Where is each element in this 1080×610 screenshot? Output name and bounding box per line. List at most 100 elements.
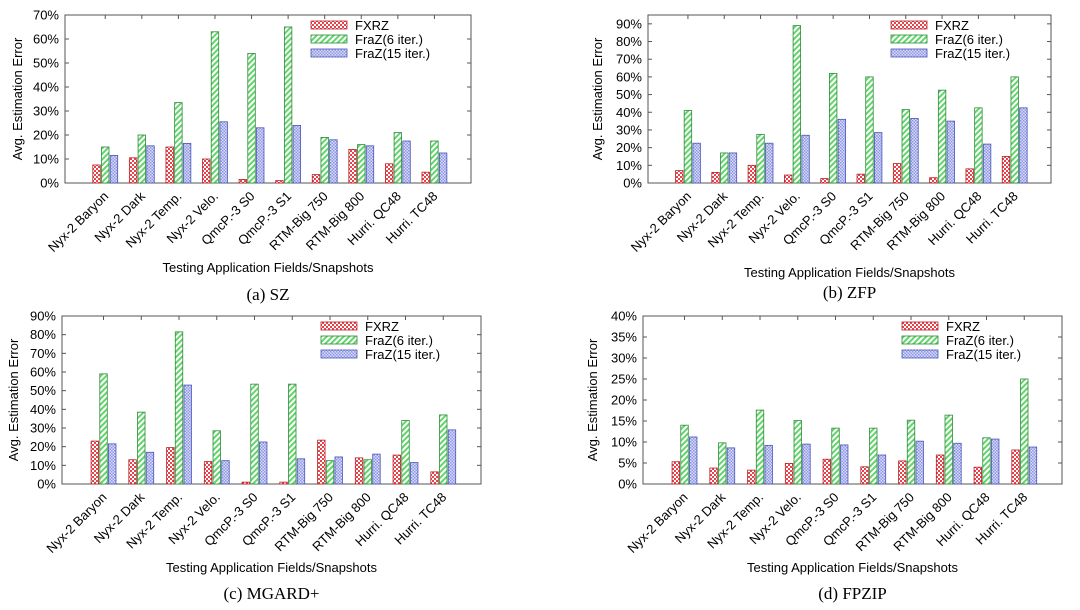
bar-fxrz-7 xyxy=(935,454,945,485)
bar-fraz-6-iter-3 xyxy=(210,31,220,184)
y-axis-label: Avg. Estimation Error xyxy=(590,37,605,160)
y-tick-label: 60% xyxy=(30,365,56,380)
legend-swatch-2 xyxy=(901,349,939,359)
y-tick-label: 50% xyxy=(30,383,56,398)
bar-fxrz-5 xyxy=(279,481,288,485)
bar-fxrz-4 xyxy=(822,458,831,485)
bar-fraz-6-iter-4 xyxy=(831,427,840,485)
bar-fraz-6-iter-2 xyxy=(174,102,183,184)
bar-fraz-15-iter-9 xyxy=(438,152,448,184)
bar-fxrz-3 xyxy=(203,461,213,485)
y-axis-label: Avg. Estimation Error xyxy=(585,338,600,461)
y-tick-label: 0% xyxy=(623,176,642,191)
bar-fraz-15-iter-6 xyxy=(329,139,338,184)
y-axis-label: Avg. Estimation Error xyxy=(10,37,25,160)
legend-label-1: FraZ(6 iter.) xyxy=(946,333,1014,348)
bar-fraz-6-iter-2 xyxy=(174,331,184,485)
plot-frame xyxy=(61,315,482,485)
bar-fraz-15-iter-1 xyxy=(726,447,736,485)
legend-label-2: FraZ(15 iter.) xyxy=(365,347,440,362)
bar-fraz-6-iter-0 xyxy=(680,424,689,485)
x-axis-label: Testing Application Fields/Snapshots xyxy=(166,560,378,575)
bar-fraz-6-iter-1 xyxy=(718,442,727,485)
bar-fraz-15-iter-9 xyxy=(447,429,457,485)
y-tick-label: 20% xyxy=(30,439,56,454)
bar-fraz-6-iter-3 xyxy=(793,420,802,485)
bar-fxrz-7 xyxy=(929,177,938,184)
y-tick-label: 90% xyxy=(30,309,56,324)
y-axis-label: Avg. Estimation Error xyxy=(6,338,21,461)
bar-fxrz-6 xyxy=(317,439,326,485)
y-tick-label: 70% xyxy=(616,52,642,67)
bar-fxrz-8 xyxy=(973,466,982,485)
y-tick-label: 0% xyxy=(40,176,59,191)
legend-swatch-1 xyxy=(310,34,348,44)
bar-fxrz-8 xyxy=(965,168,974,184)
bar-fraz-15-iter-1 xyxy=(146,145,155,184)
y-tick-label: 60% xyxy=(616,69,642,84)
legend-swatch-1 xyxy=(901,335,939,345)
bar-fraz-15-iter-8 xyxy=(410,462,419,485)
legend-swatch-2 xyxy=(890,48,928,58)
bar-fxrz-0 xyxy=(90,440,99,485)
y-tick-label: 40% xyxy=(33,80,59,95)
y-tick-label: 80% xyxy=(616,34,642,49)
bar-fraz-6-iter-1 xyxy=(137,411,146,485)
bar-fraz-6-iter-5 xyxy=(283,26,293,184)
subfigure-caption: (c) MGARD+ xyxy=(224,584,320,603)
bar-fraz-6-iter-0 xyxy=(683,110,693,184)
bar-fxrz-8 xyxy=(384,163,394,184)
bar-fraz-15-iter-2 xyxy=(765,142,774,184)
y-tick-label: 70% xyxy=(33,8,59,23)
legend-label-2: FraZ(15 iter.) xyxy=(355,46,430,61)
bar-fxrz-9 xyxy=(421,171,430,184)
y-tick-label: 40% xyxy=(611,309,637,324)
y-tick-label: 90% xyxy=(616,16,642,31)
chart-panel-1: 0%10%20%30%40%50%60%70%80%90%Nyx-2 Baryo… xyxy=(590,14,1052,302)
bar-fxrz-2 xyxy=(747,469,756,485)
bar-fraz-6-iter-6 xyxy=(325,460,335,485)
x-axis-label: Testing Application Fields/Snapshots xyxy=(162,260,374,275)
bar-fraz-15-iter-4 xyxy=(840,444,849,485)
bar-fxrz-5 xyxy=(275,180,284,184)
bar-fxrz-8 xyxy=(392,454,401,485)
bar-fxrz-3 xyxy=(202,158,211,184)
bar-fraz-15-iter-2 xyxy=(764,444,773,485)
legend-label-0: FXRZ xyxy=(946,319,980,334)
bar-fxrz-4 xyxy=(241,481,250,485)
bar-fxrz-9 xyxy=(1001,156,1011,184)
bar-fraz-6-iter-7 xyxy=(944,414,953,485)
bar-fraz-6-iter-7 xyxy=(357,144,366,184)
bar-fxrz-2 xyxy=(166,447,175,485)
bar-fraz-6-iter-7 xyxy=(363,459,372,485)
x-axis-label: Testing Application Fields/Snapshots xyxy=(747,560,959,575)
y-tick-label: 40% xyxy=(616,105,642,120)
legend-label-1: FraZ(6 iter.) xyxy=(365,333,433,348)
legend-swatch-0 xyxy=(890,20,928,30)
bar-fraz-6-iter-5 xyxy=(865,76,874,184)
bar-fraz-6-iter-4 xyxy=(247,53,256,184)
bar-fxrz-9 xyxy=(1011,449,1020,485)
bar-fraz-6-iter-3 xyxy=(212,430,221,485)
bar-fraz-6-iter-6 xyxy=(901,109,910,184)
bar-fxrz-5 xyxy=(856,173,865,184)
legend-label-0: FXRZ xyxy=(365,319,399,334)
legend-swatch-0 xyxy=(310,20,348,30)
bar-fraz-15-iter-7 xyxy=(372,453,381,485)
y-tick-label: 20% xyxy=(611,393,637,408)
y-tick-label: 15% xyxy=(611,414,637,429)
y-tick-label: 25% xyxy=(611,372,637,387)
legend-swatch-1 xyxy=(890,34,928,44)
x-axis-label: Testing Application Fields/Snapshots xyxy=(744,265,956,280)
bar-fraz-15-iter-4 xyxy=(837,118,847,184)
bar-fraz-15-iter-5 xyxy=(296,458,306,485)
bar-fraz-15-iter-9 xyxy=(1019,107,1028,184)
legend-swatch-2 xyxy=(310,48,348,58)
bar-fraz-6-iter-2 xyxy=(756,133,765,184)
legend-swatch-0 xyxy=(901,321,939,331)
legend-swatch-2 xyxy=(320,349,358,359)
bar-fxrz-7 xyxy=(354,457,364,485)
legend-label-1: FraZ(6 iter.) xyxy=(355,32,423,47)
bar-fraz-15-iter-3 xyxy=(219,121,228,184)
